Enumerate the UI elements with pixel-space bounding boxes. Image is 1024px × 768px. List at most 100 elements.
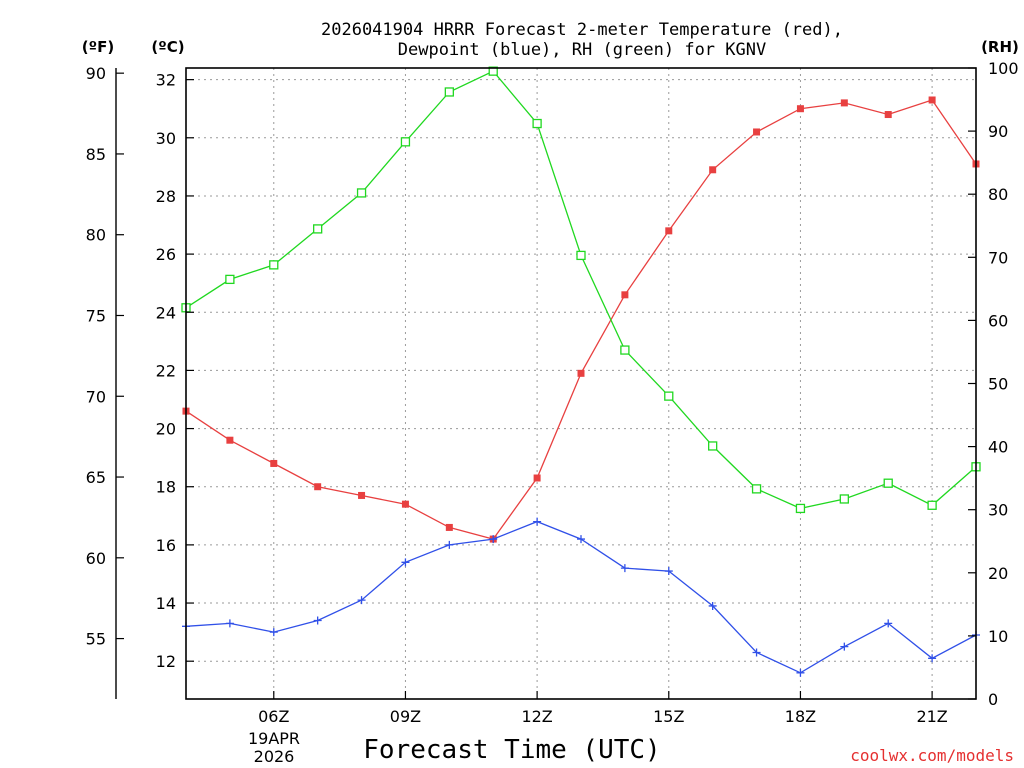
celsius-tick-label: 32: [156, 71, 176, 90]
dewpoint-line: [185, 520, 977, 674]
celsius-tick-label: 22: [156, 361, 176, 380]
temperature-point: [445, 523, 453, 531]
fahrenheit-tick-label: 75: [86, 306, 106, 325]
celsius-tick-label: 28: [156, 187, 176, 206]
rh-point: [488, 66, 498, 76]
fahrenheit-unit-label: (ºF): [82, 38, 114, 56]
rh-point: [883, 478, 893, 488]
dewpoint-point: [840, 642, 849, 651]
x-tick-label: 06Z: [258, 707, 289, 726]
dewpoint-point: [357, 596, 366, 605]
temperature-point: [577, 369, 585, 377]
temperature-point: [840, 99, 848, 107]
rh-point: [400, 137, 411, 147]
rh-point: [444, 87, 454, 97]
rh-point: [269, 260, 279, 270]
x-tick-label: 15Z: [653, 707, 684, 726]
x-tick-label: 09Z: [390, 707, 421, 726]
temperature-point: [533, 474, 541, 482]
watermark: coolwx.com/models: [850, 746, 1014, 765]
fahrenheit-tick-label: 90: [86, 64, 106, 83]
dewpoint-point: [928, 654, 937, 663]
celsius-unit-label: (ºC): [151, 38, 184, 56]
plot-frame: [185, 67, 977, 700]
dewpoint-point: [401, 558, 410, 567]
rh-point: [225, 274, 235, 285]
chart-title-line2: Dewpoint (blue), RH (green) for KGNV: [398, 40, 766, 60]
fahrenheit-tick-label: 70: [86, 387, 106, 406]
rh-tick-label: 80: [988, 185, 1008, 204]
temperature-point: [270, 459, 278, 467]
celsius-tick-label: 16: [156, 536, 176, 555]
date-label-line1: 19APR: [248, 729, 300, 748]
rh-point: [927, 500, 937, 510]
rh-tick-label: 50: [988, 375, 1008, 394]
dewpoint-point: [489, 535, 498, 544]
dewpoint-point: [313, 616, 322, 625]
rh-tick-label: 30: [988, 501, 1008, 520]
dewpoint-point: [796, 668, 805, 677]
celsius-tick-label: 12: [156, 652, 176, 671]
dewpoint-point: [269, 628, 278, 637]
rh-point: [664, 391, 674, 401]
celsius-tick-label: 14: [156, 594, 176, 613]
celsius-tick-label: 30: [156, 129, 176, 148]
temperature-point: [665, 227, 673, 235]
fahrenheit-tick-label: 60: [86, 549, 106, 568]
rh-tick-label: 90: [988, 122, 1008, 141]
fahrenheit-tick-label: 55: [86, 630, 106, 649]
fahrenheit-tick-label: 85: [86, 145, 106, 164]
temperature-point: [226, 436, 234, 444]
dewpoint-point: [445, 540, 454, 549]
rh-tick-label: 0: [988, 690, 998, 709]
temperature-point: [621, 291, 629, 299]
rh-point: [532, 118, 542, 129]
celsius-tick-label: 18: [156, 478, 176, 497]
dewpoint-point: [225, 619, 234, 628]
temperature-line: [185, 99, 977, 540]
temperature-point: [709, 166, 717, 174]
celsius-tick-label: 24: [156, 303, 176, 322]
temperature-point: [928, 96, 936, 104]
dewpoint-point: [533, 517, 542, 526]
grid: [186, 68, 976, 699]
series-layer: [181, 66, 981, 677]
celsius-tick-label: 26: [156, 245, 176, 264]
rh-tick-label: 10: [988, 627, 1008, 646]
date-label-line2: 2026: [254, 747, 295, 766]
rh-point: [313, 224, 323, 234]
rh-point: [795, 503, 806, 514]
dewpoint-point: [884, 619, 893, 628]
fahrenheit-tick-label: 80: [86, 226, 106, 245]
rh-point: [839, 494, 849, 504]
rh-point: [356, 188, 367, 198]
temperature-point: [884, 111, 892, 119]
rh-tick-label: 40: [988, 438, 1008, 457]
x-tick-label: 18Z: [785, 707, 816, 726]
celsius-tick-label: 20: [156, 420, 176, 439]
dewpoint-point: [577, 535, 585, 544]
rh-tick-label: 100: [988, 59, 1019, 78]
dewpoint-point: [708, 601, 717, 610]
temperature-point: [796, 105, 804, 113]
rh-line: [185, 70, 977, 510]
temperature-point: [314, 483, 322, 491]
dewpoint-point: [752, 648, 761, 657]
dewpoint-point: [664, 567, 673, 576]
rh-point: [620, 345, 630, 355]
rh-point: [576, 250, 586, 261]
rh-point: [708, 441, 718, 451]
temperature-point: [358, 491, 366, 499]
axis-ticks: 06Z 09Z 12Z 15Z 18Z 21Z 12 14 16 18 20 22 24 26 28 30 32…: [86, 59, 1019, 726]
rh-point: [751, 484, 762, 494]
temperature-point: [753, 128, 761, 136]
x-tick-label: 21Z: [916, 707, 947, 726]
rh-tick-label: 60: [988, 311, 1008, 330]
rh-unit-label: (RH): [981, 38, 1019, 56]
temperature-point: [401, 500, 409, 508]
rh-tick-label: 20: [988, 564, 1008, 583]
rh-tick-label: 70: [988, 248, 1008, 267]
x-tick-label: 12Z: [521, 707, 552, 726]
chart-title-line1: 2026041904 HRRR Forecast 2-meter Tempera…: [321, 20, 843, 40]
